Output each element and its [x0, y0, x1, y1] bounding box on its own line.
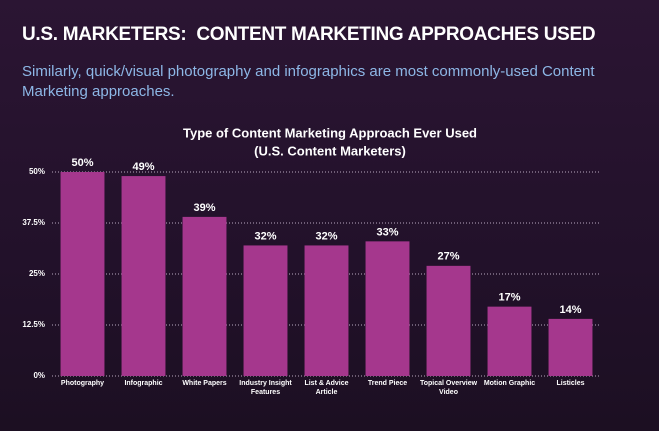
bar — [243, 245, 288, 376]
value-label: 33% — [376, 226, 398, 238]
value-label: 32% — [315, 230, 337, 242]
y-tick-label: 0% — [33, 371, 45, 380]
value-label: 32% — [254, 230, 276, 242]
y-tick-label: 37.5% — [22, 218, 45, 227]
bar — [304, 245, 349, 376]
x-tick-label: List & Advice Article — [304, 380, 349, 396]
page-title: U.S. MARKETERS: CONTENT MARKETING APPROA… — [22, 24, 596, 45]
x-tick-label: White Papers — [182, 380, 227, 387]
x-tick-label: Infographic — [124, 380, 163, 387]
bar — [182, 216, 227, 376]
x-tick-label: Motion Graphic — [483, 380, 536, 387]
bar — [60, 172, 105, 376]
x-tick-label: Trend Piece — [367, 380, 408, 387]
bar — [487, 306, 532, 376]
value-label: 50% — [71, 157, 93, 169]
chart-subtitle: (U.S. Content Marketers) — [254, 143, 406, 158]
y-tick-label: 50% — [29, 167, 45, 176]
bar — [365, 241, 410, 376]
x-tick-label: Industry Insight Features — [239, 380, 292, 396]
bar — [121, 176, 166, 376]
bar — [548, 318, 593, 376]
value-label: 17% — [498, 292, 520, 304]
page-subtitle: Similarly, quick/visual photography and … — [22, 63, 595, 100]
value-label: 49% — [132, 161, 154, 173]
value-label: 14% — [559, 304, 581, 316]
y-tick-label: 25% — [29, 269, 45, 278]
value-label: 39% — [193, 202, 215, 214]
chart-title: Type of Content Marketing Approach Ever … — [183, 125, 477, 140]
x-tick-label: Photography — [60, 380, 105, 387]
value-label: 27% — [437, 251, 459, 263]
y-tick-label: 12.5% — [22, 320, 45, 329]
x-tick-label: Topical Overview Video — [419, 380, 478, 396]
x-tick-label: Listicles — [556, 380, 585, 387]
bar — [426, 265, 471, 376]
